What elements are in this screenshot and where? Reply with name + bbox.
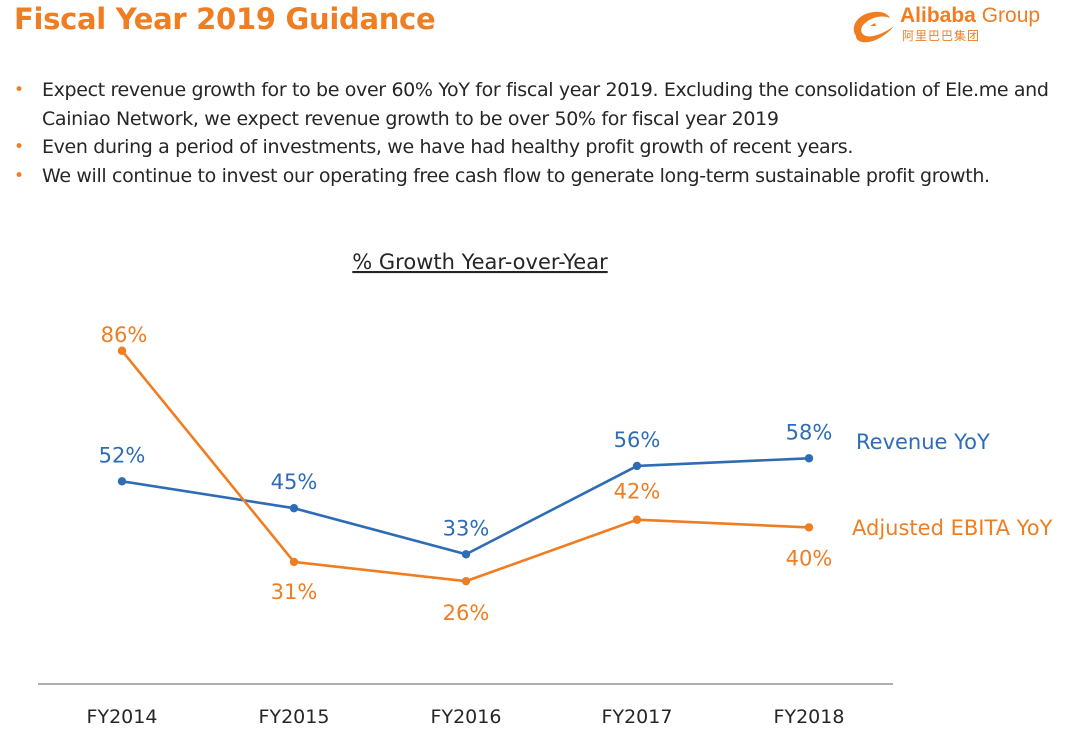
revenue-legend-label: Revenue YoY (856, 430, 990, 454)
logo-group: Group (981, 4, 1041, 27)
chart-title: % Growth Year-over-Year (352, 250, 608, 274)
ebita-legend-label: Adjusted EBITA YoY (852, 516, 1053, 540)
x-tick-label: FY2015 (259, 706, 330, 728)
slide-title: Fiscal Year 2019 Guidance (14, 2, 436, 36)
logo-brand: Alibaba (900, 4, 976, 27)
ebita-series-line (120, 349, 810, 583)
revenue-data-point (461, 550, 471, 559)
alibaba-group-logo: Alibaba Group 阿里巴巴集团 (848, 4, 1068, 46)
revenue-data-point (632, 461, 642, 471)
ebita-data-point (461, 576, 471, 586)
revenue-data-point (117, 477, 127, 486)
logo-chinese: 阿里巴巴集团 (902, 29, 981, 43)
revenue-data-label: 33% (443, 516, 490, 540)
revenue-data-point (804, 454, 814, 463)
x-tick-label: FY2014 (87, 706, 158, 728)
bullet-item: We will continue to invest our operating… (14, 162, 1064, 191)
ebita-data-label: 86% (101, 323, 148, 347)
bullet-item: Even during a period of investments, we … (14, 133, 1064, 162)
revenue-data-label: 58% (786, 420, 833, 444)
bullet-item: Expect revenue growth for to be over 60%… (14, 76, 1064, 133)
ebita-data-label: 31% (271, 580, 318, 604)
revenue-data-label: 45% (271, 470, 318, 494)
ebita-data-label: 26% (443, 601, 490, 625)
ebita-data-label: 42% (614, 480, 661, 504)
x-tick-label: FY2018 (774, 706, 845, 728)
ebita-data-point (804, 523, 814, 532)
ebita-data-point (632, 515, 642, 524)
bullet-list: Expect revenue growth for to be over 60%… (14, 76, 1064, 190)
ebita-data-point (117, 346, 127, 355)
x-tick-label: FY2016 (431, 706, 502, 728)
logo-wordmark: Alibaba Group (900, 4, 1040, 28)
revenue-data-label: 56% (614, 428, 661, 452)
revenue-data-point (289, 504, 299, 513)
alibaba-smile-icon (853, 11, 894, 43)
ebita-data-label: 40% (786, 546, 833, 570)
x-tick-label: FY2017 (602, 706, 673, 728)
revenue-data-label: 52% (99, 443, 146, 467)
ebita-data-point (289, 557, 299, 567)
